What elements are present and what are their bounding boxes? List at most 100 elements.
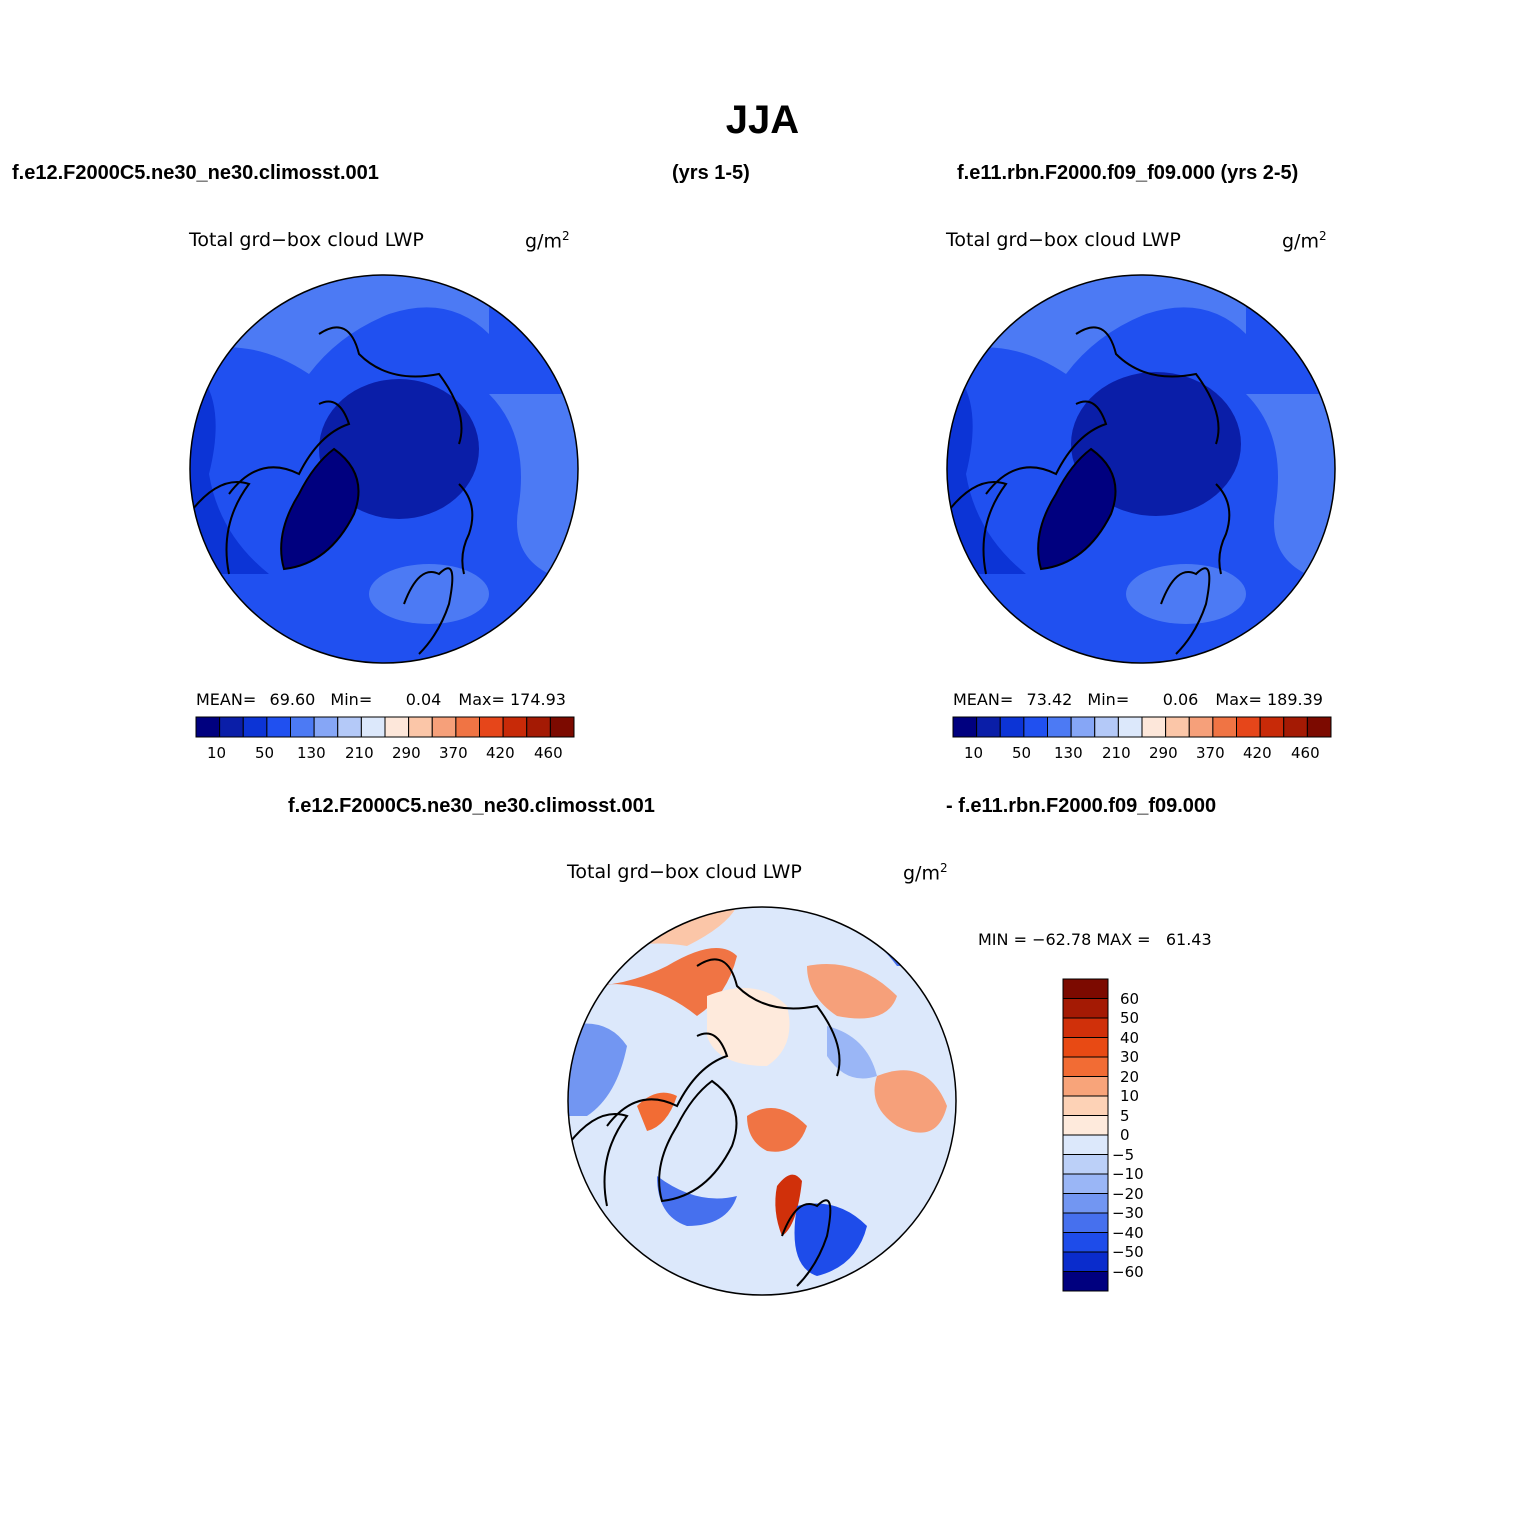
colorbar-swatch [549, 716, 575, 738]
tick-label: −5 [1112, 1145, 1135, 1164]
colorbar-difference [1062, 978, 1109, 1292]
colorbar-swatch [1047, 716, 1072, 738]
coastline-siberia [1215, 483, 1231, 575]
tick-label: 210 [1102, 744, 1131, 762]
colorbar-swatch [1062, 1251, 1109, 1272]
colorbar-swatch [1062, 1017, 1109, 1038]
coastline-scandinavia [1160, 567, 1211, 655]
tick-label: 50 [255, 744, 275, 762]
coastline-eurasia [318, 326, 463, 445]
colorbar-swatch [479, 716, 504, 738]
panel1-stats: MEAN= 69.60 Min= 0.04 Max= 174.93 [196, 690, 566, 709]
diff-case-b-header: - f.e11.rbn.F2000.f09_f09.000 [946, 795, 1217, 817]
polar-map-case-b [946, 274, 1336, 664]
coastline-scandinavia [781, 1199, 832, 1287]
tick-label: −30 [1112, 1204, 1144, 1222]
colorbar-swatch [1062, 1193, 1109, 1214]
colorbar-swatch [502, 716, 528, 738]
colorbar-swatch [455, 716, 480, 738]
colorbar-swatch [952, 716, 978, 738]
tick-label: 60 [1120, 989, 1140, 1008]
tick-label: 40 [1120, 1028, 1140, 1047]
tick-label: −20 [1112, 1184, 1144, 1203]
tick-label: 370 [1196, 744, 1225, 762]
colorbar-swatch [999, 716, 1025, 738]
positive-anomaly [807, 964, 897, 1019]
positive-anomaly [747, 1108, 807, 1152]
coastline-archipelago [985, 400, 1108, 495]
colorbar-swatch [1188, 716, 1214, 738]
tick-label: 130 [297, 744, 326, 762]
coastline-archipelago [606, 1032, 729, 1127]
tick-label: −10 [1112, 1165, 1144, 1183]
colorbar-swatch [266, 716, 291, 738]
colorbar-case-b-ticks: 10 50 130 210 290 370 420 460 [952, 744, 1332, 764]
colorbar-swatch [1117, 716, 1143, 738]
field-patch-west [190, 364, 269, 574]
colorbar-swatch [1062, 1154, 1109, 1175]
positive-anomaly [775, 1174, 802, 1236]
colorbar-swatch [1062, 1037, 1109, 1058]
greenland-field [1038, 449, 1116, 569]
colorbar-swatch [313, 716, 339, 738]
coastline-north-america [568, 1113, 629, 1207]
colorbar-swatch [290, 716, 315, 738]
near-zero-field [707, 988, 790, 1066]
panel3-units: g/m2 [903, 861, 948, 884]
tick-label: 50 [1120, 1009, 1140, 1027]
tick-label: 210 [345, 744, 374, 762]
negative-anomaly [794, 1203, 867, 1276]
polar-map-difference [567, 906, 957, 1296]
colorbar-swatch [219, 716, 244, 738]
colorbar-swatch [1062, 1056, 1109, 1077]
greenland-field [281, 449, 359, 569]
colorbar-swatch [431, 716, 457, 738]
colorbar-swatch [1283, 716, 1308, 738]
max-value: 189.39 [1266, 690, 1323, 709]
max-label: Max= [1215, 690, 1262, 709]
coastline-eurasia [1075, 326, 1220, 445]
panel1-units: g/m2 [525, 229, 570, 252]
map-boundary [567, 906, 957, 1296]
negative-anomaly [657, 1176, 737, 1226]
colorbar-case-a-ticks: 10 50 130 210 290 370 420 460 [195, 744, 575, 764]
coastline-greenland [280, 447, 360, 571]
min-label: Min= [330, 690, 373, 709]
panel3-variable-label: Total grd−box cloud LWP [567, 861, 802, 883]
colorbar-swatch [408, 716, 433, 738]
field-patch-east [1246, 394, 1335, 574]
mean-label: MEAN= [953, 690, 1014, 709]
field-patch-west [947, 364, 1026, 574]
tick-label: 460 [534, 744, 563, 762]
tick-label: 10 [1120, 1087, 1140, 1105]
years-header: (yrs 1-5) [672, 162, 750, 184]
colorbar-swatch [195, 716, 221, 738]
field-patch-east [489, 394, 578, 574]
panel2-units: g/m2 [1282, 229, 1327, 252]
arctic-basin-field [319, 379, 479, 519]
tick-label: −40 [1112, 1223, 1144, 1242]
mean-label: MEAN= [196, 690, 257, 709]
tick-label: 420 [1243, 744, 1272, 762]
mean-value: 73.42 [1026, 690, 1073, 709]
case-b-header: f.e11.rbn.F2000.f09_f09.000 (yrs 2-5) [957, 162, 1299, 184]
coastline-scandinavia [403, 567, 454, 655]
panel1-units-exp: 2 [561, 229, 570, 243]
colorbar-swatch [1062, 1212, 1109, 1233]
colorbar-swatch [1141, 716, 1167, 738]
coastline-siberia [458, 483, 474, 575]
colorbar-swatch [526, 716, 551, 738]
colorbar-swatch [1062, 1271, 1109, 1292]
max-value: 174.93 [509, 690, 566, 709]
case-a-header: f.e12.F2000C5.ne30_ne30.climosst.001 [12, 162, 379, 184]
colorbar-swatch [1062, 1173, 1109, 1194]
tick-label: −50 [1112, 1243, 1144, 1261]
min-value: 0.04 [405, 690, 442, 709]
map-boundary [946, 274, 1336, 664]
field-patch-south [369, 564, 489, 624]
colorbar-swatch [1062, 1134, 1109, 1155]
panel2-variable-label: Total grd−box cloud LWP [946, 229, 1181, 251]
panel1-variable-label: Total grd−box cloud LWP [189, 229, 424, 251]
colorbar-case-a [195, 716, 575, 738]
tick-label: 420 [486, 744, 515, 762]
